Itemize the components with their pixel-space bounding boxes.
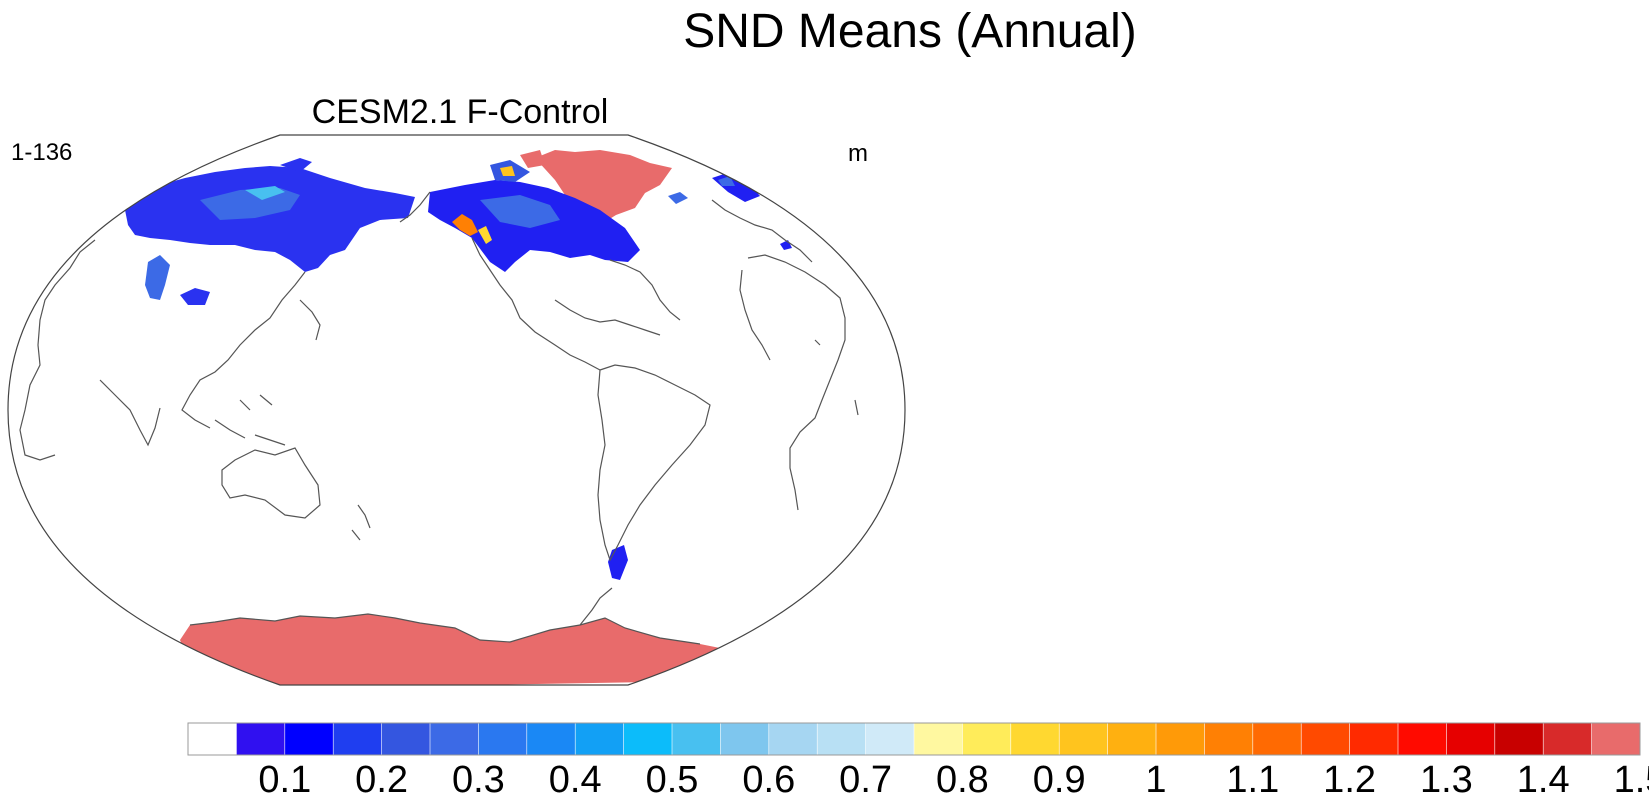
colorbar-tick-label: 0.7 bbox=[839, 759, 893, 801]
panel-subtitle: CESM2.1 F-Control bbox=[311, 93, 609, 131]
colorbar-box bbox=[1058, 722, 1109, 756]
colorbar-box bbox=[381, 722, 431, 756]
colorbar-tick-label: 0.6 bbox=[742, 759, 796, 801]
colorbar-tick-label: 1.4 bbox=[1516, 759, 1570, 801]
coastlines bbox=[19, 191, 859, 645]
units-label: m bbox=[848, 140, 868, 167]
colorbar-box bbox=[623, 722, 673, 756]
colorbar-box bbox=[768, 722, 818, 756]
colorbar-box bbox=[332, 722, 383, 756]
japan-outline bbox=[299, 299, 321, 341]
new-zealand-outline bbox=[351, 504, 371, 541]
australia-outline bbox=[221, 447, 321, 519]
europe-outline bbox=[711, 199, 813, 263]
colorbar-box bbox=[1010, 722, 1060, 756]
map-field bbox=[125, 150, 792, 685]
colorbar-box bbox=[1107, 722, 1157, 756]
antarctica-coast bbox=[189, 613, 701, 645]
colorbar-box bbox=[187, 722, 238, 756]
colorbar-tick-label: 0.2 bbox=[355, 759, 409, 801]
map-boundary bbox=[7, 134, 906, 686]
colorbar-box bbox=[865, 722, 915, 756]
colorbar-box bbox=[284, 722, 334, 756]
colorbar-tick-label: 0.1 bbox=[258, 759, 312, 801]
central-asia-snow bbox=[145, 255, 170, 300]
southeast-asia-islands bbox=[214, 394, 286, 446]
arctic-island-snow bbox=[520, 150, 545, 168]
colorbar-tick-label: 0.5 bbox=[645, 759, 699, 801]
colorbar-box bbox=[1397, 722, 1448, 756]
colorbar-tick-label: 0.8 bbox=[935, 759, 989, 801]
colorbar-outline bbox=[187, 722, 1641, 756]
north-america-snow-lighter bbox=[480, 195, 560, 228]
eurasia-snow-field bbox=[125, 166, 415, 272]
india-outline bbox=[99, 379, 161, 447]
madagascar-outline bbox=[814, 339, 859, 416]
colorbar-box bbox=[1300, 722, 1351, 756]
north-america-coast bbox=[399, 191, 681, 371]
colorbar-tick-label: 1 bbox=[1145, 759, 1167, 801]
eurasia-snow-light bbox=[245, 186, 285, 200]
colorbar-box bbox=[1446, 722, 1496, 756]
colorbar-box bbox=[526, 722, 576, 756]
rockies-snow-warm bbox=[478, 226, 492, 244]
east-asia-coast bbox=[181, 271, 306, 429]
colorbar-box bbox=[429, 722, 480, 756]
alaska-coast-warm bbox=[452, 214, 478, 236]
colorbar-box bbox=[1155, 722, 1206, 756]
colorbar-tick-label: 1.5 bbox=[1613, 759, 1649, 801]
colorbar-box bbox=[1252, 722, 1303, 756]
iceland-snow bbox=[668, 192, 688, 204]
antarctica-snow-field bbox=[180, 614, 760, 685]
colorbar-box bbox=[1204, 722, 1254, 756]
south-america-outline bbox=[597, 364, 711, 562]
greenland-snow-field bbox=[535, 150, 672, 225]
figure-title: SND Means (Annual) bbox=[683, 5, 1137, 58]
eurasia-west-coast bbox=[19, 239, 96, 461]
colorbar-tick-label: 0.4 bbox=[548, 759, 602, 801]
kamchatka-snow bbox=[280, 158, 312, 172]
eurasia-snow-lighter bbox=[200, 188, 300, 220]
colorbar-box bbox=[1494, 722, 1545, 756]
colorbar-tick-label: 1.3 bbox=[1419, 759, 1473, 801]
colorbar-box bbox=[1542, 722, 1593, 756]
colorbar-box bbox=[574, 722, 625, 756]
antarctic-peninsula bbox=[579, 587, 613, 626]
colorbar-box bbox=[671, 722, 722, 756]
colorbar-box bbox=[720, 722, 770, 756]
colorbar-box bbox=[1349, 722, 1399, 756]
gulf-of-mexico bbox=[554, 299, 661, 336]
africa-outline bbox=[739, 254, 846, 511]
colorbar-box bbox=[913, 722, 964, 756]
colorbar-tick-label: 0.3 bbox=[451, 759, 505, 801]
colorbar-tick-label: 1.1 bbox=[1226, 759, 1280, 801]
tibet-snow bbox=[180, 288, 210, 305]
colorbar-box bbox=[816, 722, 867, 756]
colorbar-box bbox=[1591, 722, 1641, 756]
colorbar-box bbox=[962, 722, 1012, 756]
time-range-label: 1-136 bbox=[11, 139, 73, 166]
colorbar-box bbox=[236, 722, 286, 756]
colorbar-boxes bbox=[187, 722, 1641, 756]
colorbar-tick-label: 0.9 bbox=[1032, 759, 1086, 801]
colorbar-box bbox=[478, 722, 528, 756]
arctic-archipelago-warm bbox=[500, 166, 515, 176]
colorbar-tick-label: 1.2 bbox=[1323, 759, 1377, 801]
